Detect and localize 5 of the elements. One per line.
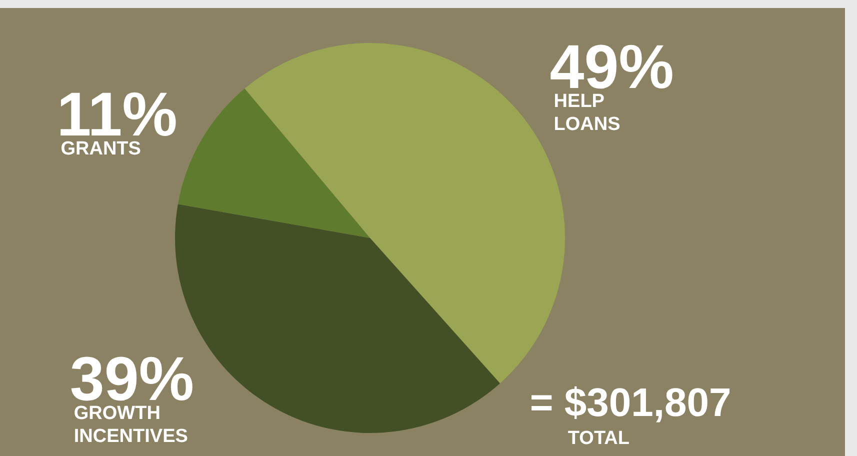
slice-label: GROWTH INCENTIVES xyxy=(74,403,188,447)
slice-label: GRANTS xyxy=(60,138,141,160)
slice-label: HELP LOANS xyxy=(554,90,620,135)
text: TOTAL xyxy=(568,428,630,449)
text: = $301,807 xyxy=(530,381,732,425)
